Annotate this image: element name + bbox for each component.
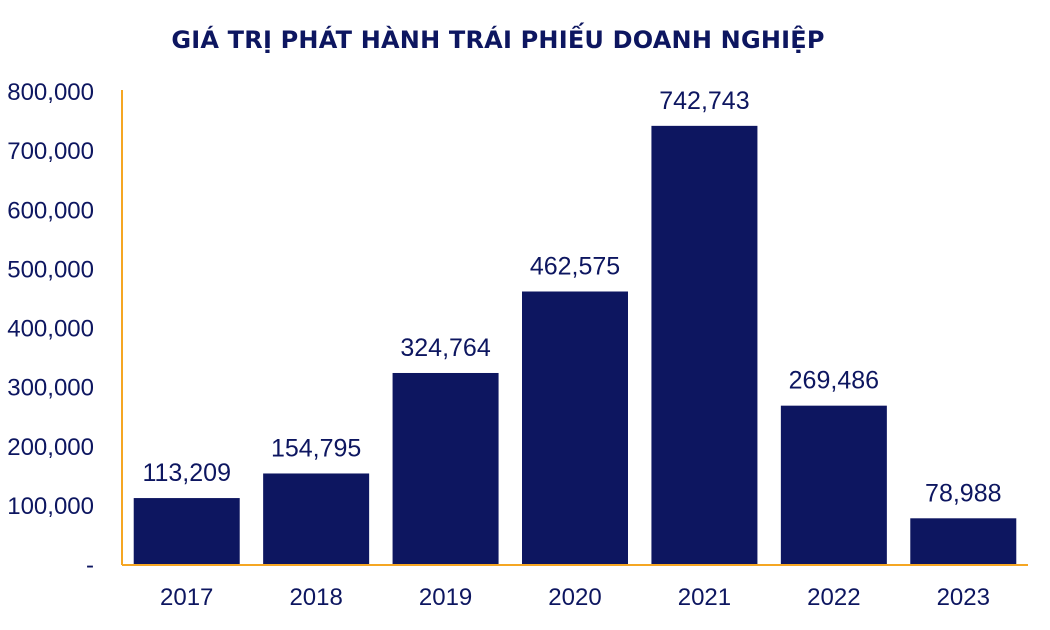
data-label: 154,795 [271, 434, 361, 462]
y-tick-label: 100,000 [7, 493, 94, 520]
y-axis-ticks: - 100,000 200,000 300,000 400,000 500,000 600,… [7, 79, 94, 579]
y-tick-label: - [86, 552, 94, 579]
y-tick-label: 600,000 [7, 197, 94, 224]
y-tick-label: 400,000 [7, 316, 94, 343]
data-label: 78,988 [925, 479, 1001, 507]
y-tick-label: 800,000 [7, 79, 94, 106]
y-tick-label: 500,000 [7, 256, 94, 283]
data-label: 324,764 [400, 334, 490, 362]
bar [133, 498, 240, 565]
x-tick-label: 2021 [678, 584, 731, 611]
x-tick-label: 2020 [548, 584, 601, 611]
bar [780, 405, 887, 565]
data-label: 269,486 [789, 367, 879, 395]
bar [910, 518, 1017, 565]
x-tick-label: 2017 [160, 584, 213, 611]
x-tick-label: 2023 [937, 584, 990, 611]
x-tick-label: 2022 [807, 584, 860, 611]
data-labels: 113,209 154,795 324,764 462,575 742,743 269,4… [142, 87, 1001, 507]
bar [263, 473, 370, 565]
x-tick-label: 2018 [289, 584, 342, 611]
bar [651, 125, 758, 565]
y-tick-label: 300,000 [7, 375, 94, 402]
x-axis-labels: 2017 2018 2019 2020 2021 2022 2023 [160, 584, 990, 611]
bar [392, 372, 499, 565]
data-label: 462,575 [530, 253, 620, 281]
y-tick-label: 700,000 [7, 138, 94, 165]
data-label: 742,743 [659, 87, 749, 115]
y-tick-label: 200,000 [7, 434, 94, 461]
data-label: 113,209 [142, 459, 231, 487]
bar [522, 291, 628, 565]
bars [133, 125, 1017, 565]
chart-title: GIÁ TRỊ PHÁT HÀNH TRÁI PHIẾU DOANH NGHIỆ… [171, 26, 825, 54]
x-tick-label: 2019 [419, 584, 472, 611]
